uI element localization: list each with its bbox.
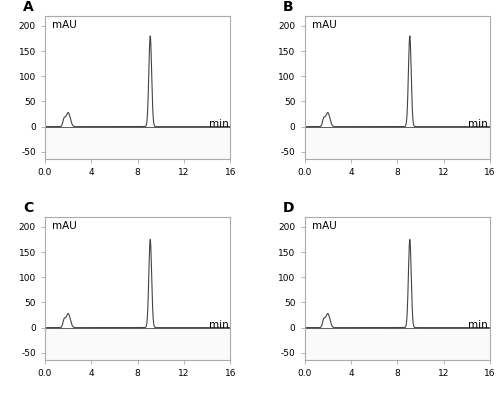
Text: min: min [209,320,229,330]
Bar [45,127,230,160]
Bar [304,327,490,360]
Text: mAU: mAU [52,20,77,30]
Bar [45,327,230,360]
Text: min: min [209,119,229,129]
Text: mAU: mAU [312,20,337,30]
Text: mAU: mAU [312,221,337,231]
Text: D: D [282,202,294,215]
Bar [304,127,490,160]
Text: min: min [468,320,488,330]
Text: B: B [282,0,293,14]
Text: mAU: mAU [52,221,77,231]
Text: C: C [23,202,33,215]
Text: A: A [23,0,34,14]
Text: min: min [468,119,488,129]
